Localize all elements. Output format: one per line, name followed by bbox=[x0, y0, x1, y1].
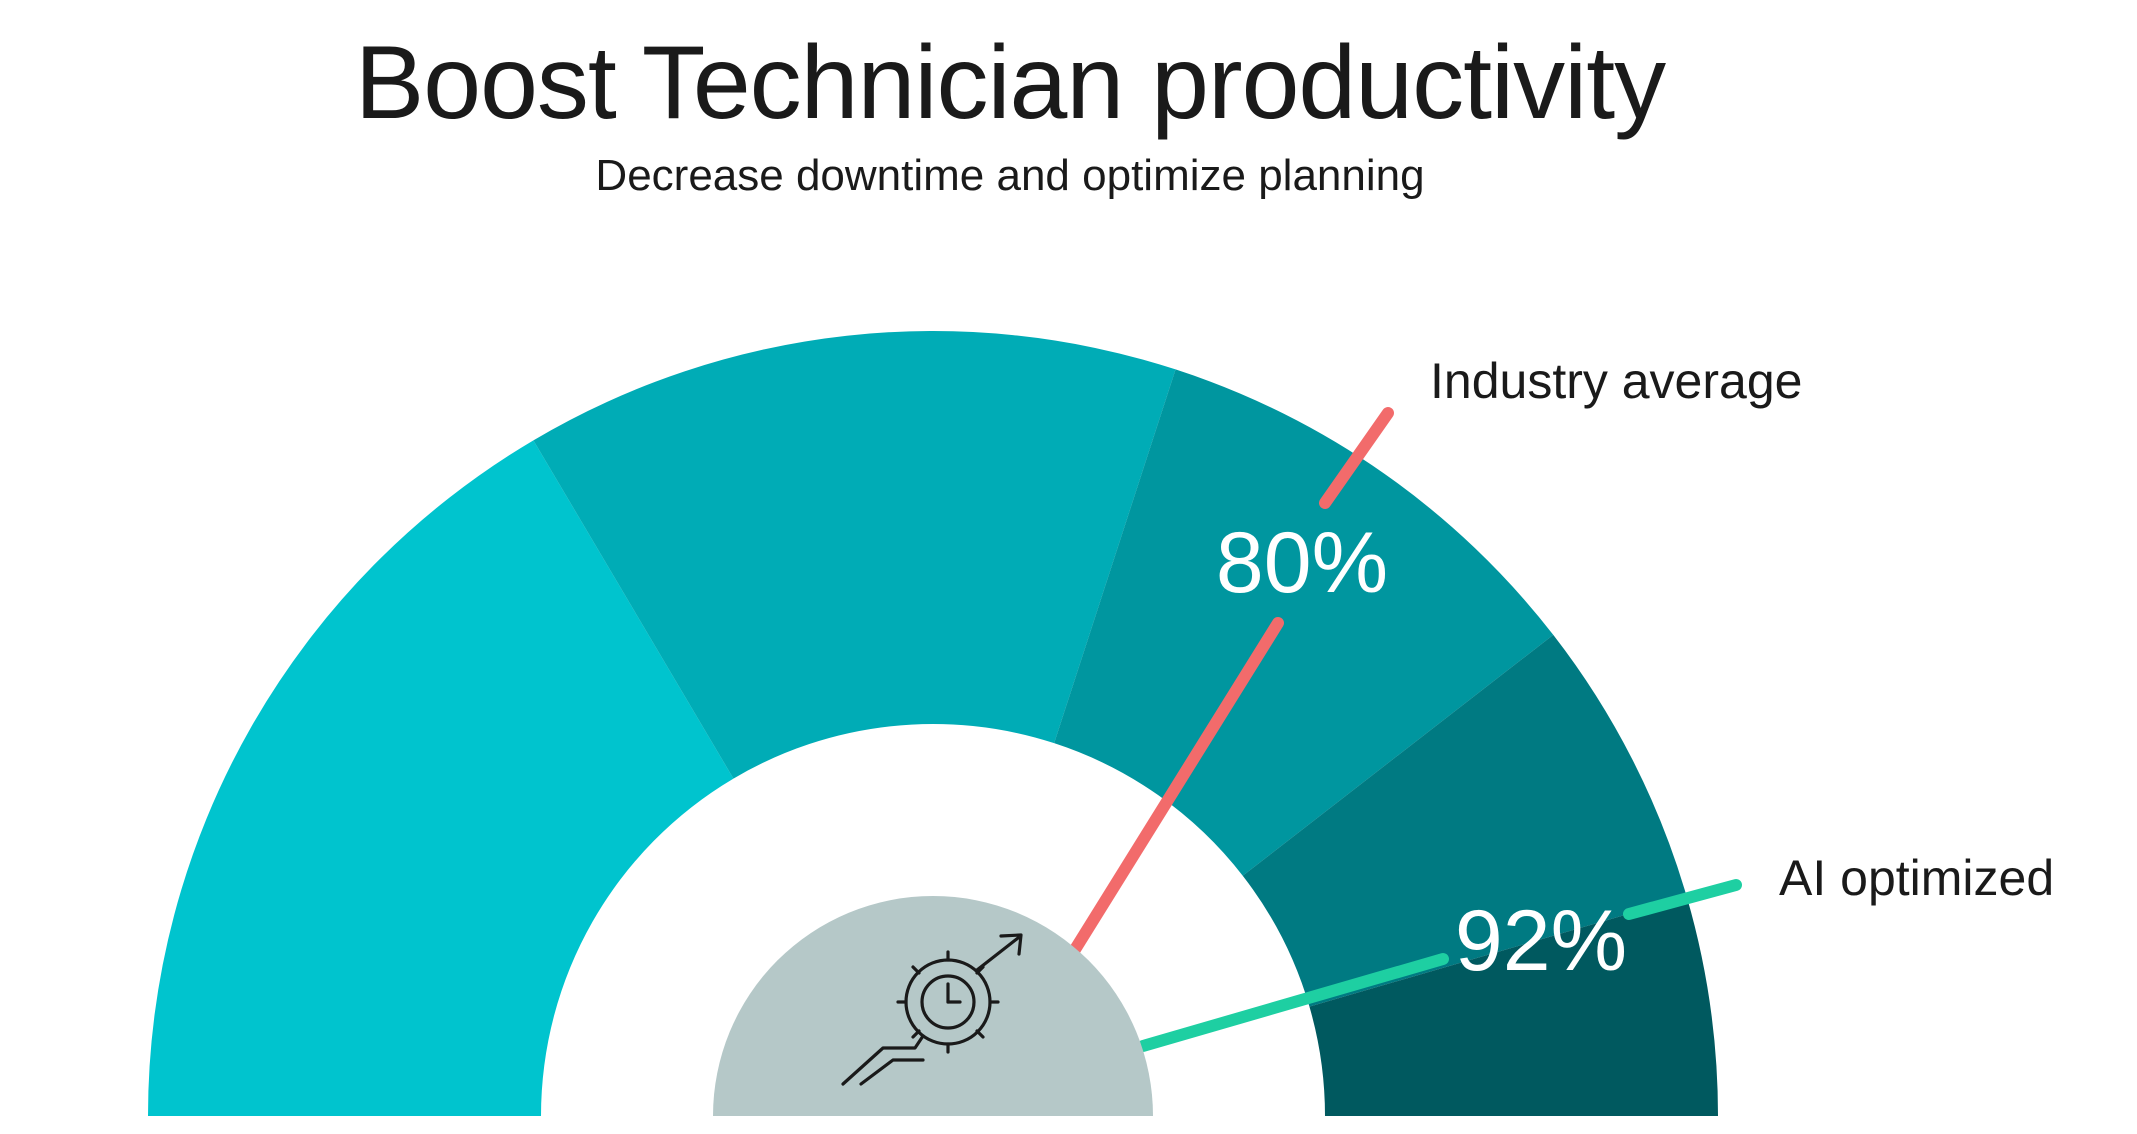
gauge-hub bbox=[713, 896, 1153, 1116]
value-label-ai-optimized: 92% bbox=[1455, 893, 1627, 989]
marker-line-ai-optimized-outer bbox=[1623, 879, 1742, 920]
marker-line-ai-optimized-inner bbox=[1137, 953, 1449, 1052]
gauge-band-1 bbox=[148, 440, 734, 1116]
callout-label-industry-average: Industry average bbox=[1430, 353, 1802, 409]
gauge-band-2 bbox=[533, 331, 1176, 779]
gauge-bands bbox=[148, 331, 1718, 1116]
callout-label-ai-optimized: AI optimized bbox=[1779, 850, 2054, 906]
chart-title: Boost Technician productivity bbox=[355, 25, 1666, 141]
gauge-band-5 bbox=[1309, 896, 1718, 1116]
gauge-band-3 bbox=[1054, 369, 1554, 876]
value-label-industry-average: 80% bbox=[1216, 515, 1388, 611]
chart-subtitle: Decrease downtime and optimize planning bbox=[595, 151, 1424, 200]
marker-line-industry-average-outer bbox=[1319, 407, 1394, 509]
gear-stopwatch-growth-icon bbox=[841, 933, 1023, 1086]
gauge-band-4 bbox=[1242, 634, 1687, 1007]
